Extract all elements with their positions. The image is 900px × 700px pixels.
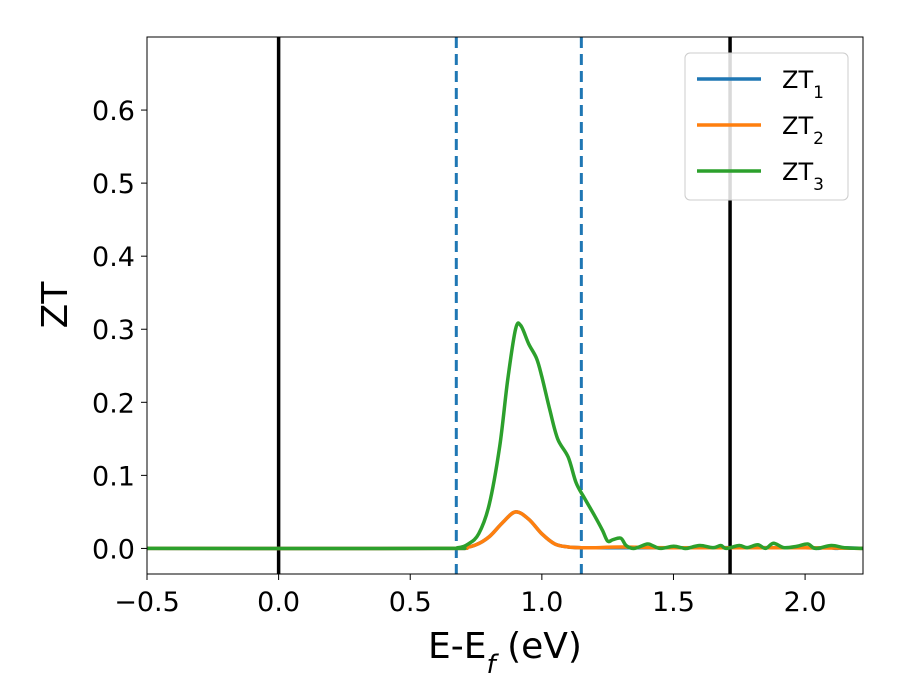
legend-label-zt1: ZT1: [782, 66, 824, 103]
series-line-zt2: [147, 510, 863, 551]
y-tick-label: 0.4: [92, 242, 135, 273]
legend-box: [684, 52, 849, 201]
x-tick-label: −0.5: [114, 587, 180, 618]
series-line-zt3: [147, 321, 863, 551]
y-tick-label: 0.0: [92, 534, 135, 565]
y-tick-label: 0.3: [92, 315, 135, 346]
x-axis: −0.5 0.0 0.5 1.0 1.5 2.0: [114, 574, 827, 618]
legend: ZT1 ZT2 ZT3: [684, 52, 849, 201]
legend-label-zt3: ZT3: [782, 158, 824, 195]
x-tick-label: 1.0: [520, 587, 563, 618]
x-tick-label: 2.0: [784, 587, 827, 618]
series-line-zt1: [147, 510, 863, 551]
y-axis-label: ZT: [35, 281, 76, 329]
y-tick-label: 0.1: [92, 461, 135, 492]
x-tick-label: 0.0: [257, 587, 300, 618]
x-tick-label: 1.5: [652, 587, 695, 618]
x-axis-label: E-Ef (eV): [428, 626, 582, 680]
y-tick-label: 0.5: [92, 169, 135, 200]
y-axis: 0.0 0.1 0.2 0.3 0.4 0.5 0.6: [92, 96, 147, 565]
x-tick-label: 0.5: [389, 587, 432, 618]
plot-frame: [146, 36, 864, 575]
legend-label-zt2: ZT2: [782, 112, 824, 149]
y-tick-label: 0.6: [92, 96, 135, 127]
y-tick-label: 0.2: [92, 388, 135, 419]
